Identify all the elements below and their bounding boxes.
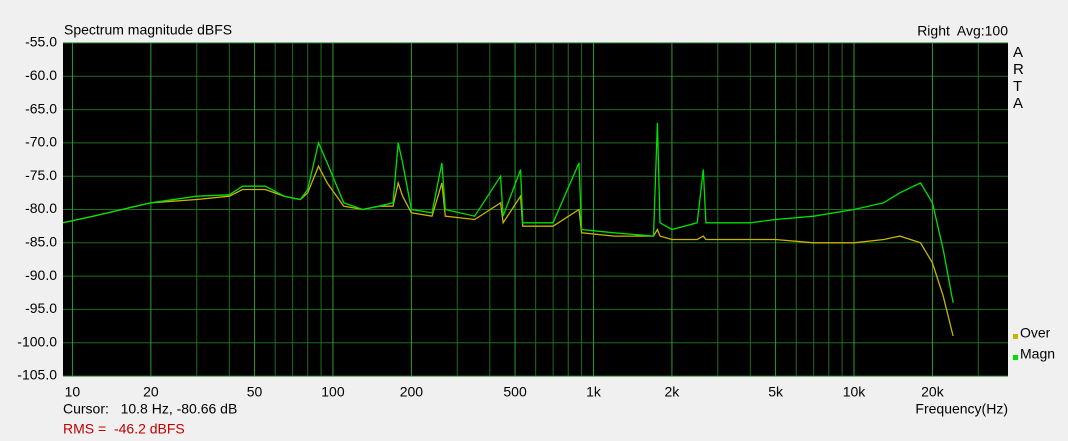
y-tick-label: -60.0 xyxy=(25,67,57,83)
y-tick-label: -95.0 xyxy=(25,300,57,316)
legend-swatch xyxy=(1013,334,1018,339)
y-tick-label: -85.0 xyxy=(25,234,57,250)
y-tick-label: -75.0 xyxy=(25,167,57,183)
logo: ARTA xyxy=(1013,44,1024,112)
cursor-readout: Cursor: 10.8 Hz, -80.66 dB xyxy=(63,401,237,417)
chart-title: Spectrum magnitude dBFS xyxy=(64,22,232,38)
x-tick-label: 1k xyxy=(586,384,602,400)
x-tick-label: 10 xyxy=(65,384,81,400)
legend-label: Magn xyxy=(1020,346,1055,362)
x-tick-label: 20 xyxy=(143,384,159,400)
y-tick-label: -105.0 xyxy=(17,367,57,383)
y-tick-label: -80.0 xyxy=(25,200,57,216)
legend-label: Over xyxy=(1020,325,1051,341)
rms-readout: RMS = -46.2 dBFS xyxy=(63,421,185,437)
x-tick-label: 20k xyxy=(921,384,945,400)
x-axis-label: Frequency(Hz) xyxy=(915,401,1008,417)
y-tick-label: -55.0 xyxy=(25,34,57,50)
series-line xyxy=(62,122,954,303)
channel-info: Right Avg:100 xyxy=(917,23,1008,39)
x-tick-label: 500 xyxy=(503,384,527,400)
y-tick-label: -90.0 xyxy=(25,267,57,283)
x-tick-label: 50 xyxy=(247,384,263,400)
legend-swatch xyxy=(1013,355,1018,360)
y-tick-label: -65.0 xyxy=(25,100,57,116)
x-tick-label: 200 xyxy=(400,384,424,400)
x-tick-label: 10k xyxy=(843,384,867,400)
x-tick-label: 2k xyxy=(665,384,681,400)
y-tick-label: -100.0 xyxy=(17,333,57,349)
y-tick-label: -70.0 xyxy=(25,134,57,150)
x-tick-label: 100 xyxy=(321,384,345,400)
x-tick-label: 5k xyxy=(768,384,784,400)
